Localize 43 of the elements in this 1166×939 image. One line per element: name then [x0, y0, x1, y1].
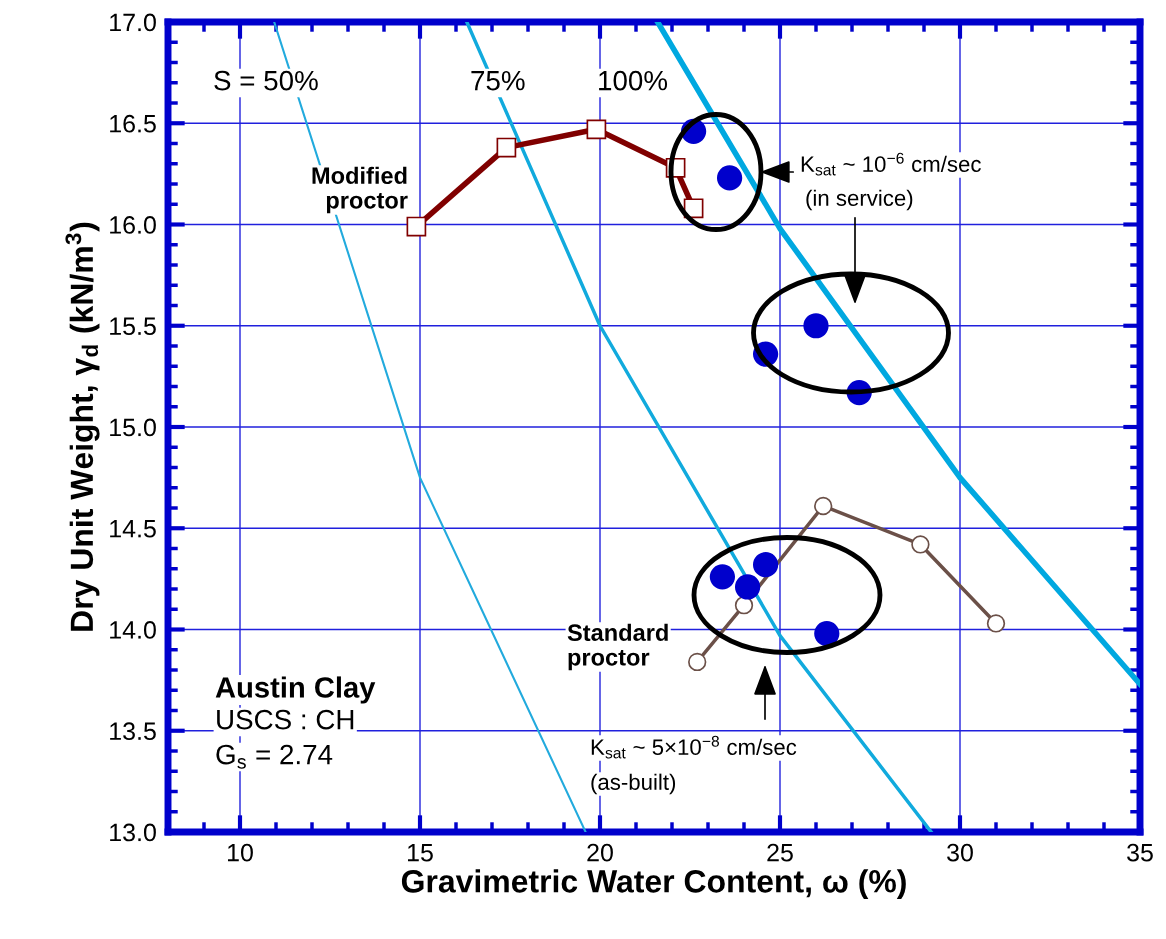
- point: [734, 596, 754, 615]
- point: [752, 552, 779, 578]
- series-label: 100%: [599, 70, 668, 91]
- annotation: G$_{s}$ = 2.74: [216, 744, 333, 769]
- annotation: K$_{sat}$ ~ 5×10$^{−8}$ cm/sec: [591, 735, 797, 759]
- y-tick-label: 13.5: [110, 722, 156, 741]
- x-tick-label: 30: [947, 843, 973, 862]
- y-tick-label: 16.0: [110, 216, 156, 234]
- annotation: (in service): [806, 189, 913, 211]
- x-axis-title: Gravimetric Water Content, ω (%): [401, 869, 906, 899]
- point: [803, 313, 829, 339]
- point: [709, 564, 736, 590]
- y-tick-label: 13.0: [110, 823, 156, 842]
- series-label: Standard proctor: [567, 623, 668, 671]
- y-tick-label: 15.0: [110, 418, 156, 437]
- x-tick-label: 20: [587, 843, 613, 862]
- y-tick-label: 15.5: [110, 317, 156, 336]
- annotation: (as-built): [591, 773, 676, 795]
- y-tick-label: 14.5: [110, 520, 156, 538]
- series-label: 75%: [471, 70, 525, 91]
- annotation: Austin Clay: [215, 676, 376, 704]
- point: [496, 137, 517, 158]
- annotation: USCS : CH: [217, 709, 354, 730]
- x-tick-label: 25: [767, 843, 793, 862]
- point: [814, 496, 833, 516]
- series-label: S = 50%: [214, 70, 318, 91]
- point: [406, 216, 427, 237]
- point: [586, 119, 607, 140]
- y-tick-label: 17.0: [110, 13, 156, 32]
- y-tick-label: 16.5: [110, 114, 156, 133]
- point: [688, 652, 707, 672]
- x-tick-label: 15: [408, 844, 433, 862]
- series-label: Modified proctor: [312, 166, 408, 214]
- y-tick-label: 14.0: [110, 621, 156, 639]
- x-tick-label: 35: [1127, 843, 1153, 862]
- point: [911, 535, 930, 554]
- point: [986, 614, 1006, 633]
- x-tick-label: 10: [228, 843, 253, 862]
- annotation: K$_{sat}$ ~ 10$^{−6}$ cm/sec: [801, 152, 981, 176]
- point: [734, 574, 761, 600]
- y-axis-title: Dry Unit Weight, γ$_{d}$ (kN/m$^{3}$): [65, 222, 100, 631]
- point: [814, 620, 840, 647]
- point: [716, 165, 743, 191]
